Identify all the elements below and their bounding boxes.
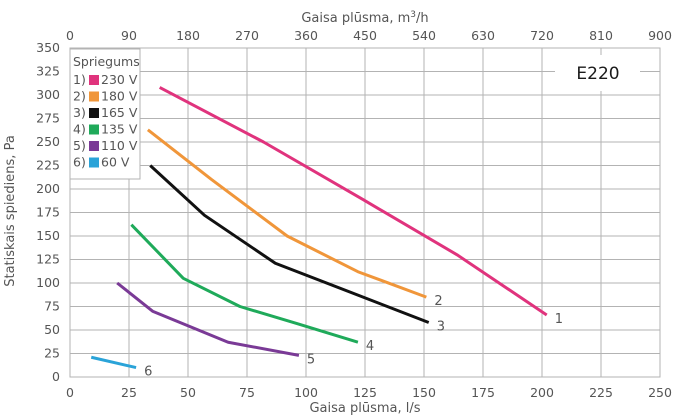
- series-end-label-4: 4: [366, 339, 374, 354]
- x-tick-label: 150: [412, 385, 436, 400]
- model-badge-box: [555, 55, 640, 91]
- series-line-3: [149, 164, 430, 324]
- x-axis-title: Gaisa plūsma, l/s: [309, 401, 420, 416]
- legend-item-number: 1): [73, 72, 86, 87]
- x-axis-ticks: 0 25 50 75 100 125 150 175 200 225 250: [66, 385, 672, 400]
- legend-item-label: 135 V: [101, 122, 138, 137]
- series-line-4: [130, 223, 359, 344]
- x2-tick-label: 360: [294, 28, 318, 43]
- series-end-label-1: 1: [555, 312, 563, 327]
- legend-swatch: [89, 108, 99, 118]
- x-tick-label: 75: [239, 385, 255, 400]
- y-tick-label: 200: [36, 181, 60, 196]
- x2-tick-label: 450: [353, 28, 377, 43]
- legend-swatch: [89, 124, 99, 135]
- series-end-label-6: 6: [144, 365, 152, 380]
- legend-item-number: 5): [73, 138, 86, 153]
- grid: [69, 47, 661, 378]
- x2-tick-label: 0: [66, 28, 74, 43]
- legend-box: [69, 48, 141, 180]
- x2-tick-label: 900: [648, 28, 672, 43]
- y-axis-ticks: 0 25 50 75 100 125 150 175 200 225 250 275 300 325 350: [36, 40, 60, 384]
- series-line-6: [90, 355, 137, 370]
- x-tick-label: 225: [589, 385, 613, 400]
- y-tick-label: 350: [36, 40, 60, 55]
- x2-axis-ticks: 0 90 180 270 360 450 540 630 720 810 900: [66, 28, 672, 43]
- y-tick-label: 325: [36, 64, 60, 79]
- x2-axis-title-suffix: /h: [416, 11, 429, 26]
- x2-tick-label: 270: [235, 28, 259, 43]
- y-axis-title: Statiskais spiediens, Pa: [3, 135, 18, 287]
- legend-item-label: 165 V: [101, 105, 138, 120]
- legend-swatch: [89, 157, 99, 168]
- y-tick-label: 175: [36, 205, 60, 220]
- y-tick-label: 100: [36, 275, 60, 290]
- legend-item-number: 2): [73, 89, 86, 104]
- x2-axis-title-sup: 3: [410, 10, 416, 20]
- x-tick-label: 200: [530, 385, 554, 400]
- x-tick-label: 25: [121, 385, 137, 400]
- x2-tick-label: 180: [176, 28, 200, 43]
- x2-tick-label: 720: [530, 28, 554, 43]
- legend: Spriegums 1) 230 V 2) 180 V 3) 165 V 4) 135 V 5)…: [69, 48, 141, 180]
- x-tick-label: 125: [353, 385, 377, 400]
- y-tick-label: 300: [36, 87, 60, 102]
- y-tick-label: 275: [36, 111, 60, 126]
- series-group: 1 2 3 4 5 6: [90, 86, 563, 380]
- legend-item-number: 4): [73, 122, 86, 137]
- series-end-label-5: 5: [307, 352, 315, 367]
- legend-items: 1) 230 V 2) 180 V 3) 165 V 4) 135 V 5) 110 V 6) 60 …: [73, 72, 138, 170]
- x-tick-label: 0: [66, 385, 74, 400]
- model-badge: E220: [555, 55, 640, 91]
- x2-tick-label: 810: [589, 28, 613, 43]
- series-line-5: [116, 281, 300, 357]
- y-tick-label: 75: [44, 299, 60, 314]
- legend-swatch: [89, 75, 99, 85]
- x-tick-label: 100: [294, 385, 318, 400]
- y-tick-label: 225: [36, 158, 60, 173]
- legend-item-label: 180 V: [101, 89, 138, 104]
- x2-axis-title-prefix: Gaisa plūsma, m: [301, 11, 410, 26]
- legend-item-number: 6): [73, 155, 86, 170]
- y-tick-label: 250: [36, 134, 60, 149]
- x2-tick-label: 630: [471, 28, 495, 43]
- legend-item-label: 110 V: [101, 138, 138, 153]
- x-tick-label: 50: [180, 385, 196, 400]
- x2-tick-label: 540: [412, 28, 436, 43]
- y-tick-label: 50: [44, 322, 60, 337]
- legend-swatch: [89, 91, 99, 102]
- x-tick-label: 250: [648, 385, 672, 400]
- model-badge-text: E220: [576, 64, 619, 84]
- legend-item-number: 3): [73, 105, 86, 120]
- x-tick-label: 175: [471, 385, 495, 400]
- y-tick-label: 125: [36, 252, 60, 267]
- y-tick-label: 150: [36, 228, 60, 243]
- series-end-label-2: 2: [434, 294, 442, 309]
- x2-tick-label: 90: [121, 28, 137, 43]
- series-line-1: [158, 86, 548, 317]
- legend-item-label: 60 V: [101, 155, 130, 170]
- x2-axis-title: Gaisa plūsma, m3/h: [301, 10, 428, 26]
- legend-swatch: [89, 141, 99, 151]
- series-end-label-3: 3: [437, 319, 445, 334]
- legend-item-label: 230 V: [101, 72, 138, 87]
- legend-title: Spriegums: [73, 54, 140, 69]
- y-tick-label: 0: [52, 369, 60, 384]
- y-tick-label: 25: [44, 346, 60, 361]
- series-line-2: [146, 128, 427, 299]
